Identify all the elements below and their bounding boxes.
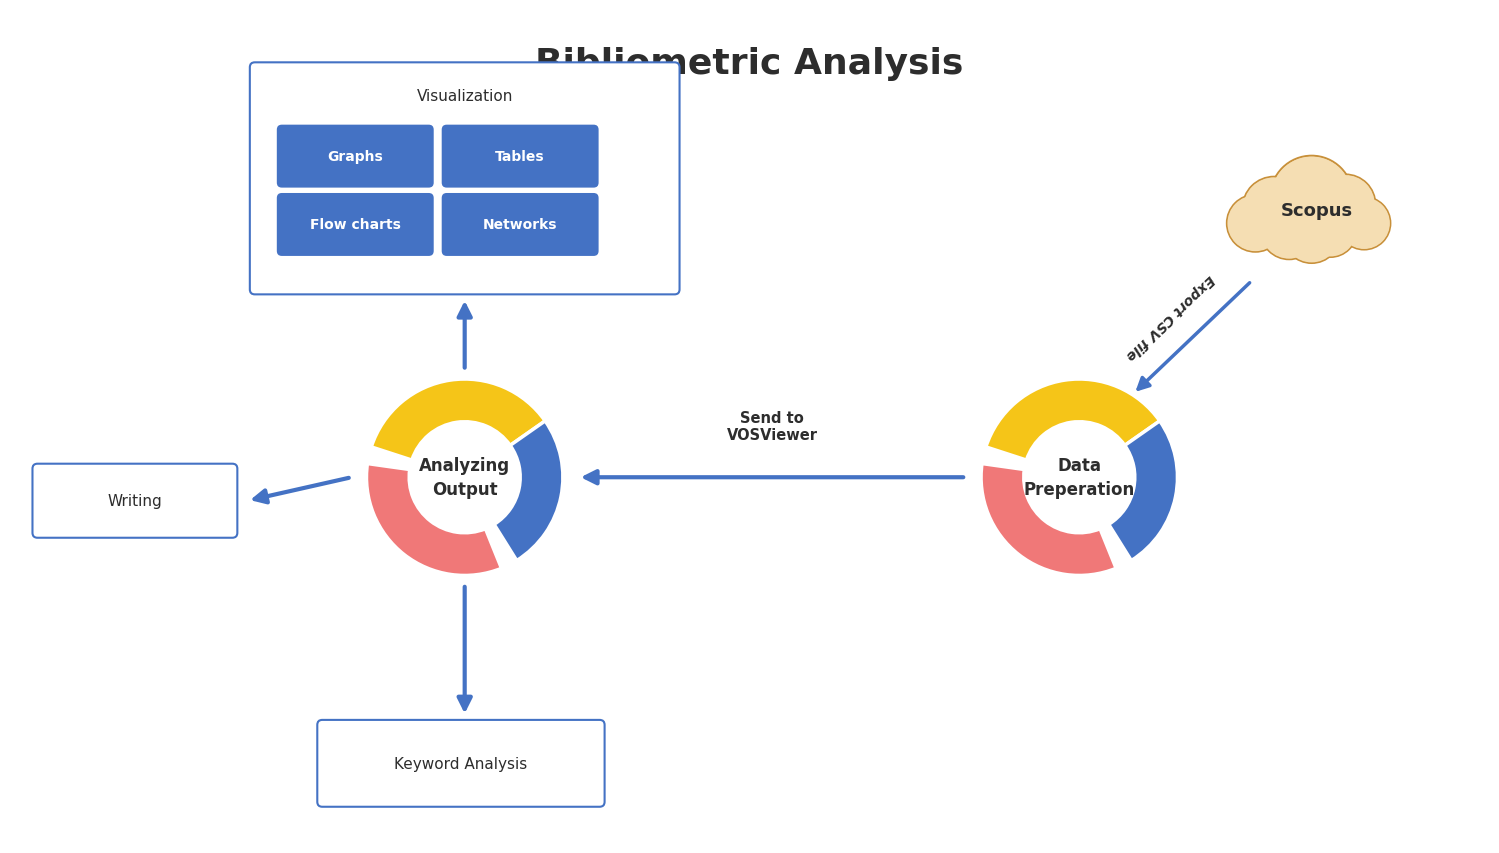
FancyBboxPatch shape <box>277 194 433 257</box>
Text: Analyzing
Output: Analyzing Output <box>420 457 510 498</box>
Text: Networks: Networks <box>483 218 558 232</box>
FancyBboxPatch shape <box>318 720 604 807</box>
Circle shape <box>1304 206 1357 257</box>
Circle shape <box>1304 206 1357 258</box>
Text: Visualization: Visualization <box>417 89 513 104</box>
FancyBboxPatch shape <box>250 63 679 295</box>
Circle shape <box>1243 177 1306 241</box>
Text: Send to
VOSViewer: Send to VOSViewer <box>727 410 817 443</box>
Text: Scopus: Scopus <box>1280 202 1352 220</box>
Circle shape <box>1024 422 1135 533</box>
FancyBboxPatch shape <box>442 125 598 189</box>
FancyBboxPatch shape <box>33 464 237 538</box>
Wedge shape <box>1109 421 1178 561</box>
Wedge shape <box>372 380 546 461</box>
Text: Data
Preperation: Data Preperation <box>1024 457 1135 498</box>
Text: Bibliometric Analysis: Bibliometric Analysis <box>535 47 964 81</box>
Wedge shape <box>366 464 502 576</box>
FancyBboxPatch shape <box>442 194 598 257</box>
Text: Tables: Tables <box>495 150 546 164</box>
Circle shape <box>1226 195 1283 252</box>
FancyBboxPatch shape <box>277 125 433 189</box>
Circle shape <box>1243 178 1306 240</box>
Circle shape <box>1316 175 1376 235</box>
Text: Export CSV file: Export CSV file <box>1123 271 1217 362</box>
Wedge shape <box>986 380 1160 461</box>
Circle shape <box>409 422 520 533</box>
Circle shape <box>1271 157 1352 238</box>
Circle shape <box>1261 204 1318 259</box>
Circle shape <box>1261 203 1318 260</box>
Text: Writing: Writing <box>108 494 162 508</box>
Wedge shape <box>980 464 1117 576</box>
Circle shape <box>1283 206 1340 264</box>
Wedge shape <box>495 421 564 561</box>
Circle shape <box>1339 198 1390 250</box>
Circle shape <box>1316 176 1375 235</box>
Circle shape <box>1228 196 1283 252</box>
Circle shape <box>1339 198 1391 250</box>
Text: Graphs: Graphs <box>327 150 384 164</box>
Circle shape <box>1283 207 1340 263</box>
Text: Keyword Analysis: Keyword Analysis <box>394 756 528 771</box>
Circle shape <box>1270 157 1354 239</box>
Text: Flow charts: Flow charts <box>310 218 400 232</box>
